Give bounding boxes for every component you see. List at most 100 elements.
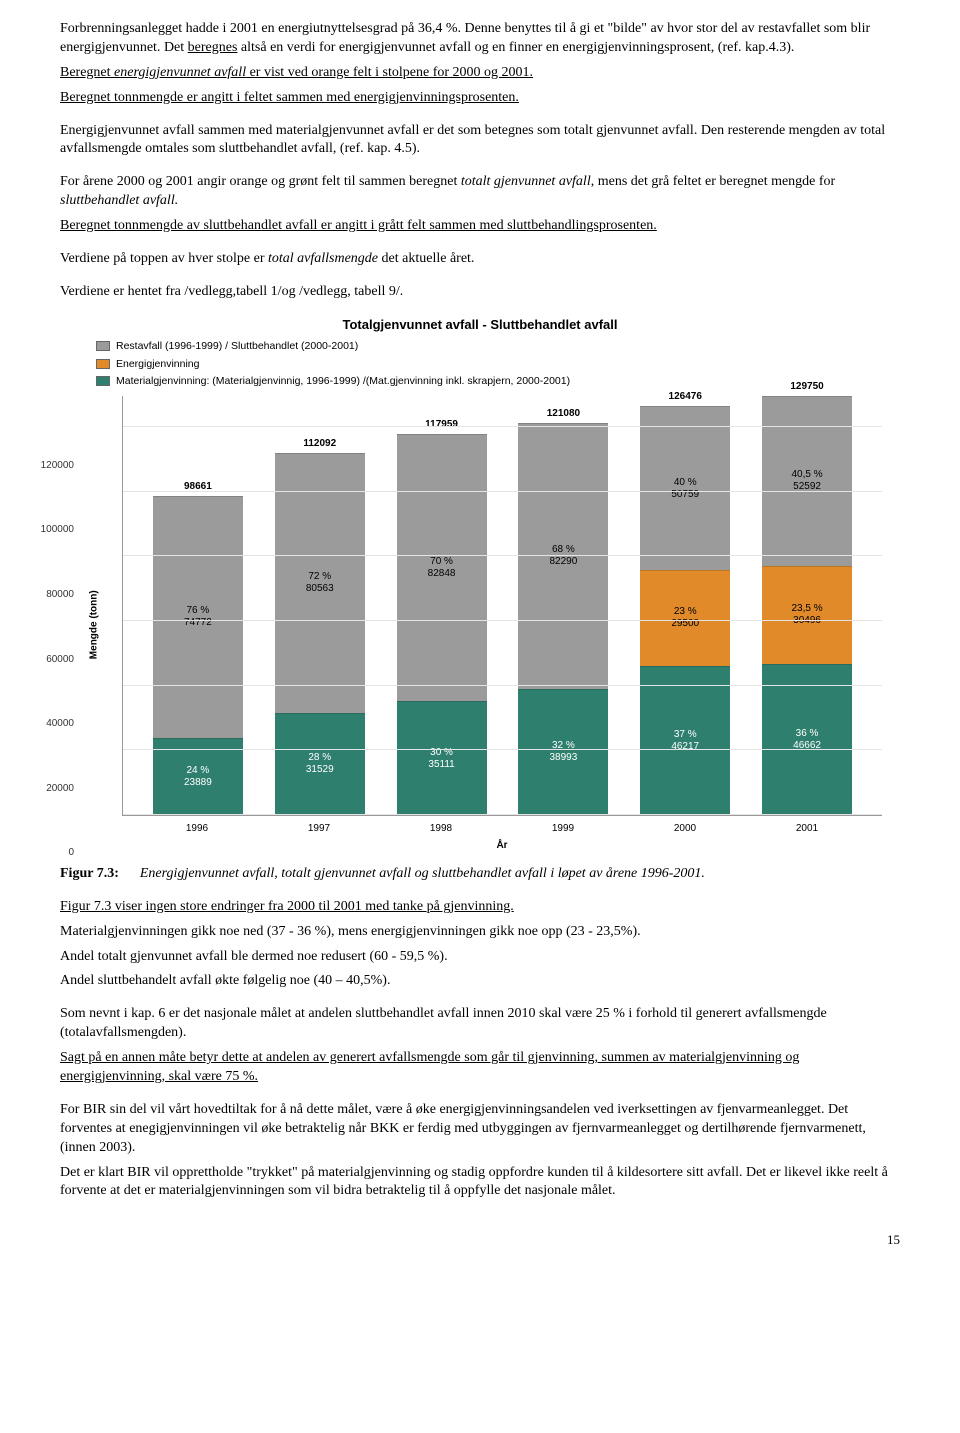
grid-line [123, 685, 882, 686]
x-tick-label: 2001 [762, 822, 852, 836]
chart-area: Mengde (tonn) 02000040000600008000010000… [60, 396, 900, 853]
legend-swatch [96, 341, 110, 351]
text: Verdiene på toppen av hver stolpe er [60, 251, 268, 266]
segment-value: 23889 [184, 777, 212, 789]
paragraph: Som nevnt i kap. 6 er det nasjonale måle… [60, 1005, 900, 1043]
bar-total-label: 98661 [184, 480, 212, 496]
paragraph: Det er klart BIR vil opprettholde "trykk… [60, 1164, 900, 1202]
figure-caption: Figur 7.3: Energigjenvunnet avfall, tota… [60, 865, 900, 884]
plot-and-axis: 9866124 %2388976 %7477211209228 %3152972… [122, 396, 882, 853]
y-tick-label: 100000 [34, 523, 74, 537]
paragraph-underlined: Beregnet tonnmengde av sluttbehandlet av… [60, 217, 900, 236]
paragraph: Andel totalt gjenvunnet avfall ble derme… [60, 948, 900, 967]
grid-line [123, 620, 882, 621]
bar-column: 11209228 %3152972 %80563 [275, 453, 365, 815]
x-tick-label: 2000 [640, 822, 730, 836]
chart-container: Totalgjenvunnet avfall - Sluttbehandlet … [60, 316, 900, 853]
paragraph: For BIR sin del vil vårt hovedtiltak for… [60, 1101, 900, 1158]
grid-line [123, 749, 882, 750]
text: For årene 2000 og 2001 angir orange og g… [60, 174, 461, 189]
segment-value: 38993 [549, 752, 577, 764]
text: altså en verdi for energigjenvunnet avfa… [237, 40, 794, 55]
bar-segment-material: 30 %35111 [397, 701, 487, 814]
chart-title: Totalgjenvunnet avfall - Sluttbehandlet … [60, 316, 900, 334]
bar-total-label: 129750 [790, 380, 823, 396]
chart-plot: 9866124 %2388976 %7477211209228 %3152972… [122, 396, 882, 816]
legend-swatch [96, 359, 110, 369]
segment-value: 82290 [549, 556, 577, 568]
paragraph-underlined: Beregnet tonnmengde er angitt i feltet s… [60, 89, 900, 108]
segment-value: 35111 [428, 759, 454, 771]
paragraph-underlined: Figur 7.3 viser ingen store endringer fr… [60, 898, 900, 917]
segment-pct: 32 % [552, 740, 575, 752]
figure-number: Figur 7.3: [60, 866, 119, 881]
paragraph: Energigjenvunnet avfall sammen med mater… [60, 122, 900, 160]
y-tick-label: 20000 [34, 782, 74, 796]
bar-segment-rest: 40 %50759 [640, 406, 730, 570]
bar-segment-material: 37 %46217 [640, 666, 730, 815]
bar: 32 %3899368 %82290 [518, 423, 608, 815]
x-tick-label: 1997 [274, 822, 364, 836]
y-tick-label: 120000 [34, 458, 74, 472]
segment-pct: 23,5 % [791, 603, 822, 615]
underlined-text: beregnes [188, 40, 238, 55]
paragraph-underlined: Sagt på en annen måte betyr dette at and… [60, 1049, 900, 1087]
segment-pct: 36 % [796, 728, 819, 740]
y-tick-label: 0 [34, 846, 74, 860]
paragraph: For årene 2000 og 2001 angir orange og g… [60, 173, 900, 211]
paragraph: Verdiene er hentet fra /vedlegg,tabell 1… [60, 283, 900, 302]
bar: 36 %4666223,5 %3049640,5 %52592 [762, 396, 852, 815]
grid-line [123, 555, 882, 556]
text: det aktuelle året. [378, 251, 474, 266]
legend-item: Energigjenvinning [96, 357, 900, 371]
segment-pct: 76 % [187, 605, 210, 617]
bar-segment-rest: 40,5 %52592 [762, 396, 852, 566]
paragraph-underlined: Beregnet energigjenvunnet avfall er vist… [60, 64, 900, 83]
bar-column: 12108032 %3899368 %82290 [518, 423, 608, 815]
italic-text: totalt gjenvunnet avfall [461, 174, 591, 189]
x-axis: 1996 1997 1998 1999 2000 2001 [122, 822, 882, 836]
bar-segment-material: 28 %31529 [275, 713, 365, 815]
segment-pct: 37 % [674, 729, 697, 741]
legend-item: Materialgjenvinning: (Materialgjenvinnig… [96, 374, 900, 388]
paragraph: Verdiene på toppen av hver stolpe er tot… [60, 250, 900, 269]
grid-line [123, 426, 882, 427]
page-number: 15 [60, 1231, 900, 1249]
text: er vist ved orange felt i stolpene for 2… [246, 65, 533, 80]
x-tick-label: 1996 [152, 822, 242, 836]
y-tick-label: 80000 [34, 588, 74, 602]
bar-total-label: 121080 [547, 407, 580, 424]
bar-column: 12975036 %4666223,5 %3049640,5 %52592 [762, 396, 852, 815]
segment-value: 31529 [306, 764, 334, 776]
segment-pct: 40 % [674, 477, 697, 489]
figure-caption-text: Energigjenvunnet avfall, totalt gjenvunn… [140, 866, 705, 881]
grid-line [123, 491, 882, 492]
grid-line [123, 814, 882, 815]
paragraph: Forbrenningsanlegget hadde i 2001 en ene… [60, 20, 900, 58]
bar-segment-rest: 76 %74772 [153, 496, 243, 738]
bar: 37 %4621723 %2950040 %50759 [640, 406, 730, 815]
legend-item: Restavfall (1996-1999) / Sluttbehandlet … [96, 339, 900, 353]
bar-segment-rest: 70 %82848 [397, 434, 487, 702]
bar-total-label: 126476 [669, 390, 702, 406]
bar-segment-energi: 23,5 %30496 [762, 566, 852, 665]
segment-value: 30496 [793, 615, 821, 627]
bar-total-label: 112092 [303, 437, 336, 453]
y-tick-label: 60000 [34, 652, 74, 666]
bar: 28 %31529 72 %80563 [275, 453, 365, 815]
segment-value: 80563 [306, 583, 334, 595]
segment-pct: 72 % [308, 571, 331, 583]
paragraph: Materialgjenvinningen gikk noe ned (37 -… [60, 923, 900, 942]
segment-pct: 28 % [308, 752, 331, 764]
italic-text: total avfallsmengde [268, 251, 378, 266]
x-tick-label: 1998 [396, 822, 486, 836]
segment-value: 82848 [428, 568, 456, 580]
x-tick-label: 1999 [518, 822, 608, 836]
bars-container: 9866124 %2388976 %7477211209228 %3152972… [123, 396, 882, 815]
bar-segment-material: 36 %46662 [762, 664, 852, 815]
bar-segment-energi: 23 %29500 [640, 570, 730, 665]
segment-pct: 40,5 % [791, 469, 822, 481]
y-tick-label: 40000 [34, 717, 74, 731]
segment-pct: 23 % [674, 606, 697, 618]
chart-legend: Restavfall (1996-1999) / Sluttbehandlet … [96, 339, 900, 388]
